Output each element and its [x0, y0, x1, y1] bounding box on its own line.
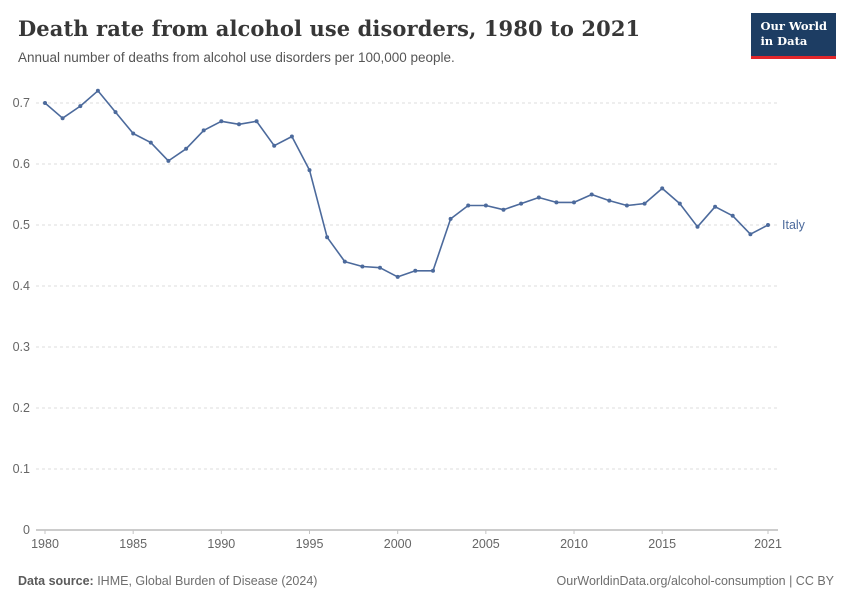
data-source-label: Data source:	[18, 574, 94, 588]
data-point[interactable]	[695, 224, 700, 229]
data-point[interactable]	[660, 186, 665, 191]
data-point[interactable]	[642, 201, 647, 206]
data-point[interactable]	[395, 274, 400, 279]
y-tick-label: 0.3	[13, 340, 30, 354]
data-point[interactable]	[237, 122, 241, 127]
y-tick-label: 0.6	[13, 157, 30, 171]
data-point[interactable]	[536, 195, 541, 200]
x-tick-label: 2005	[472, 537, 500, 551]
y-tick-label: 0.1	[13, 462, 30, 476]
data-point[interactable]	[607, 198, 612, 203]
data-point[interactable]	[713, 204, 718, 209]
data-point[interactable]	[483, 203, 488, 208]
data-point[interactable]	[748, 232, 753, 237]
y-tick-label: 0	[23, 523, 30, 537]
series-line-italy	[44, 90, 769, 278]
chart-subtitle: Annual number of deaths from alcohol use…	[18, 50, 455, 65]
x-tick-label: 2021	[754, 537, 782, 551]
logo-line1: Our World	[760, 19, 827, 33]
data-point[interactable]	[95, 88, 100, 93]
x-tick-label: 1990	[207, 537, 235, 551]
data-point[interactable]	[307, 168, 312, 173]
data-point[interactable]	[113, 110, 118, 115]
x-tick-label: 2000	[384, 537, 412, 551]
data-point[interactable]	[589, 192, 594, 197]
series-label-italy[interactable]: Italy	[782, 218, 806, 232]
data-point[interactable]	[431, 268, 435, 273]
y-tick-label: 0.2	[13, 401, 30, 415]
chart-header: Death rate from alcohol use disorders, 1…	[18, 16, 738, 65]
y-tick-label: 0.4	[13, 279, 30, 293]
data-point[interactable]	[60, 116, 65, 121]
y-tick-label: 0.7	[13, 96, 30, 110]
data-point[interactable]	[219, 119, 224, 124]
data-source-text: IHME, Global Burden of Disease (2024)	[93, 574, 318, 588]
data-point[interactable]	[378, 265, 382, 270]
chart-footer: Data source: IHME, Global Burden of Dise…	[18, 574, 834, 588]
data-point[interactable]	[201, 128, 206, 133]
y-tick-label: 0.5	[13, 218, 30, 232]
data-point[interactable]	[342, 259, 347, 264]
data-point[interactable]	[78, 104, 83, 109]
data-point[interactable]	[448, 216, 453, 221]
owid-logo: Our World in Data	[751, 13, 836, 59]
data-point[interactable]	[43, 101, 47, 105]
data-point[interactable]	[148, 140, 153, 145]
chart-title: Death rate from alcohol use disorders, 1…	[18, 16, 641, 41]
data-source: Data source: IHME, Global Burden of Dise…	[18, 574, 317, 588]
data-point[interactable]	[572, 200, 576, 205]
logo-line2: in Data	[760, 33, 808, 48]
data-point[interactable]	[131, 131, 136, 136]
data-point[interactable]	[360, 264, 365, 269]
data-point[interactable]	[519, 201, 524, 206]
data-point[interactable]	[413, 268, 418, 273]
data-point[interactable]	[624, 203, 629, 208]
data-point[interactable]	[730, 213, 735, 218]
data-point[interactable]	[166, 158, 171, 163]
data-point[interactable]	[272, 143, 277, 148]
data-point[interactable]	[289, 134, 294, 139]
x-tick-label: 2010	[560, 537, 588, 551]
data-point[interactable]	[501, 207, 506, 212]
data-point[interactable]	[184, 146, 189, 151]
footer-citation-link[interactable]: OurWorldinData.org/alcohol-consumption |…	[556, 574, 834, 588]
data-point[interactable]	[677, 201, 682, 206]
data-point[interactable]	[554, 200, 559, 205]
x-tick-label: 1985	[119, 537, 147, 551]
x-tick-label: 1980	[31, 537, 59, 551]
data-point[interactable]	[466, 203, 471, 208]
x-tick-label: 2015	[648, 537, 676, 551]
x-tick-label: 1995	[296, 537, 324, 551]
data-point[interactable]	[325, 235, 330, 240]
data-point[interactable]	[766, 223, 770, 227]
data-point[interactable]	[254, 119, 259, 124]
